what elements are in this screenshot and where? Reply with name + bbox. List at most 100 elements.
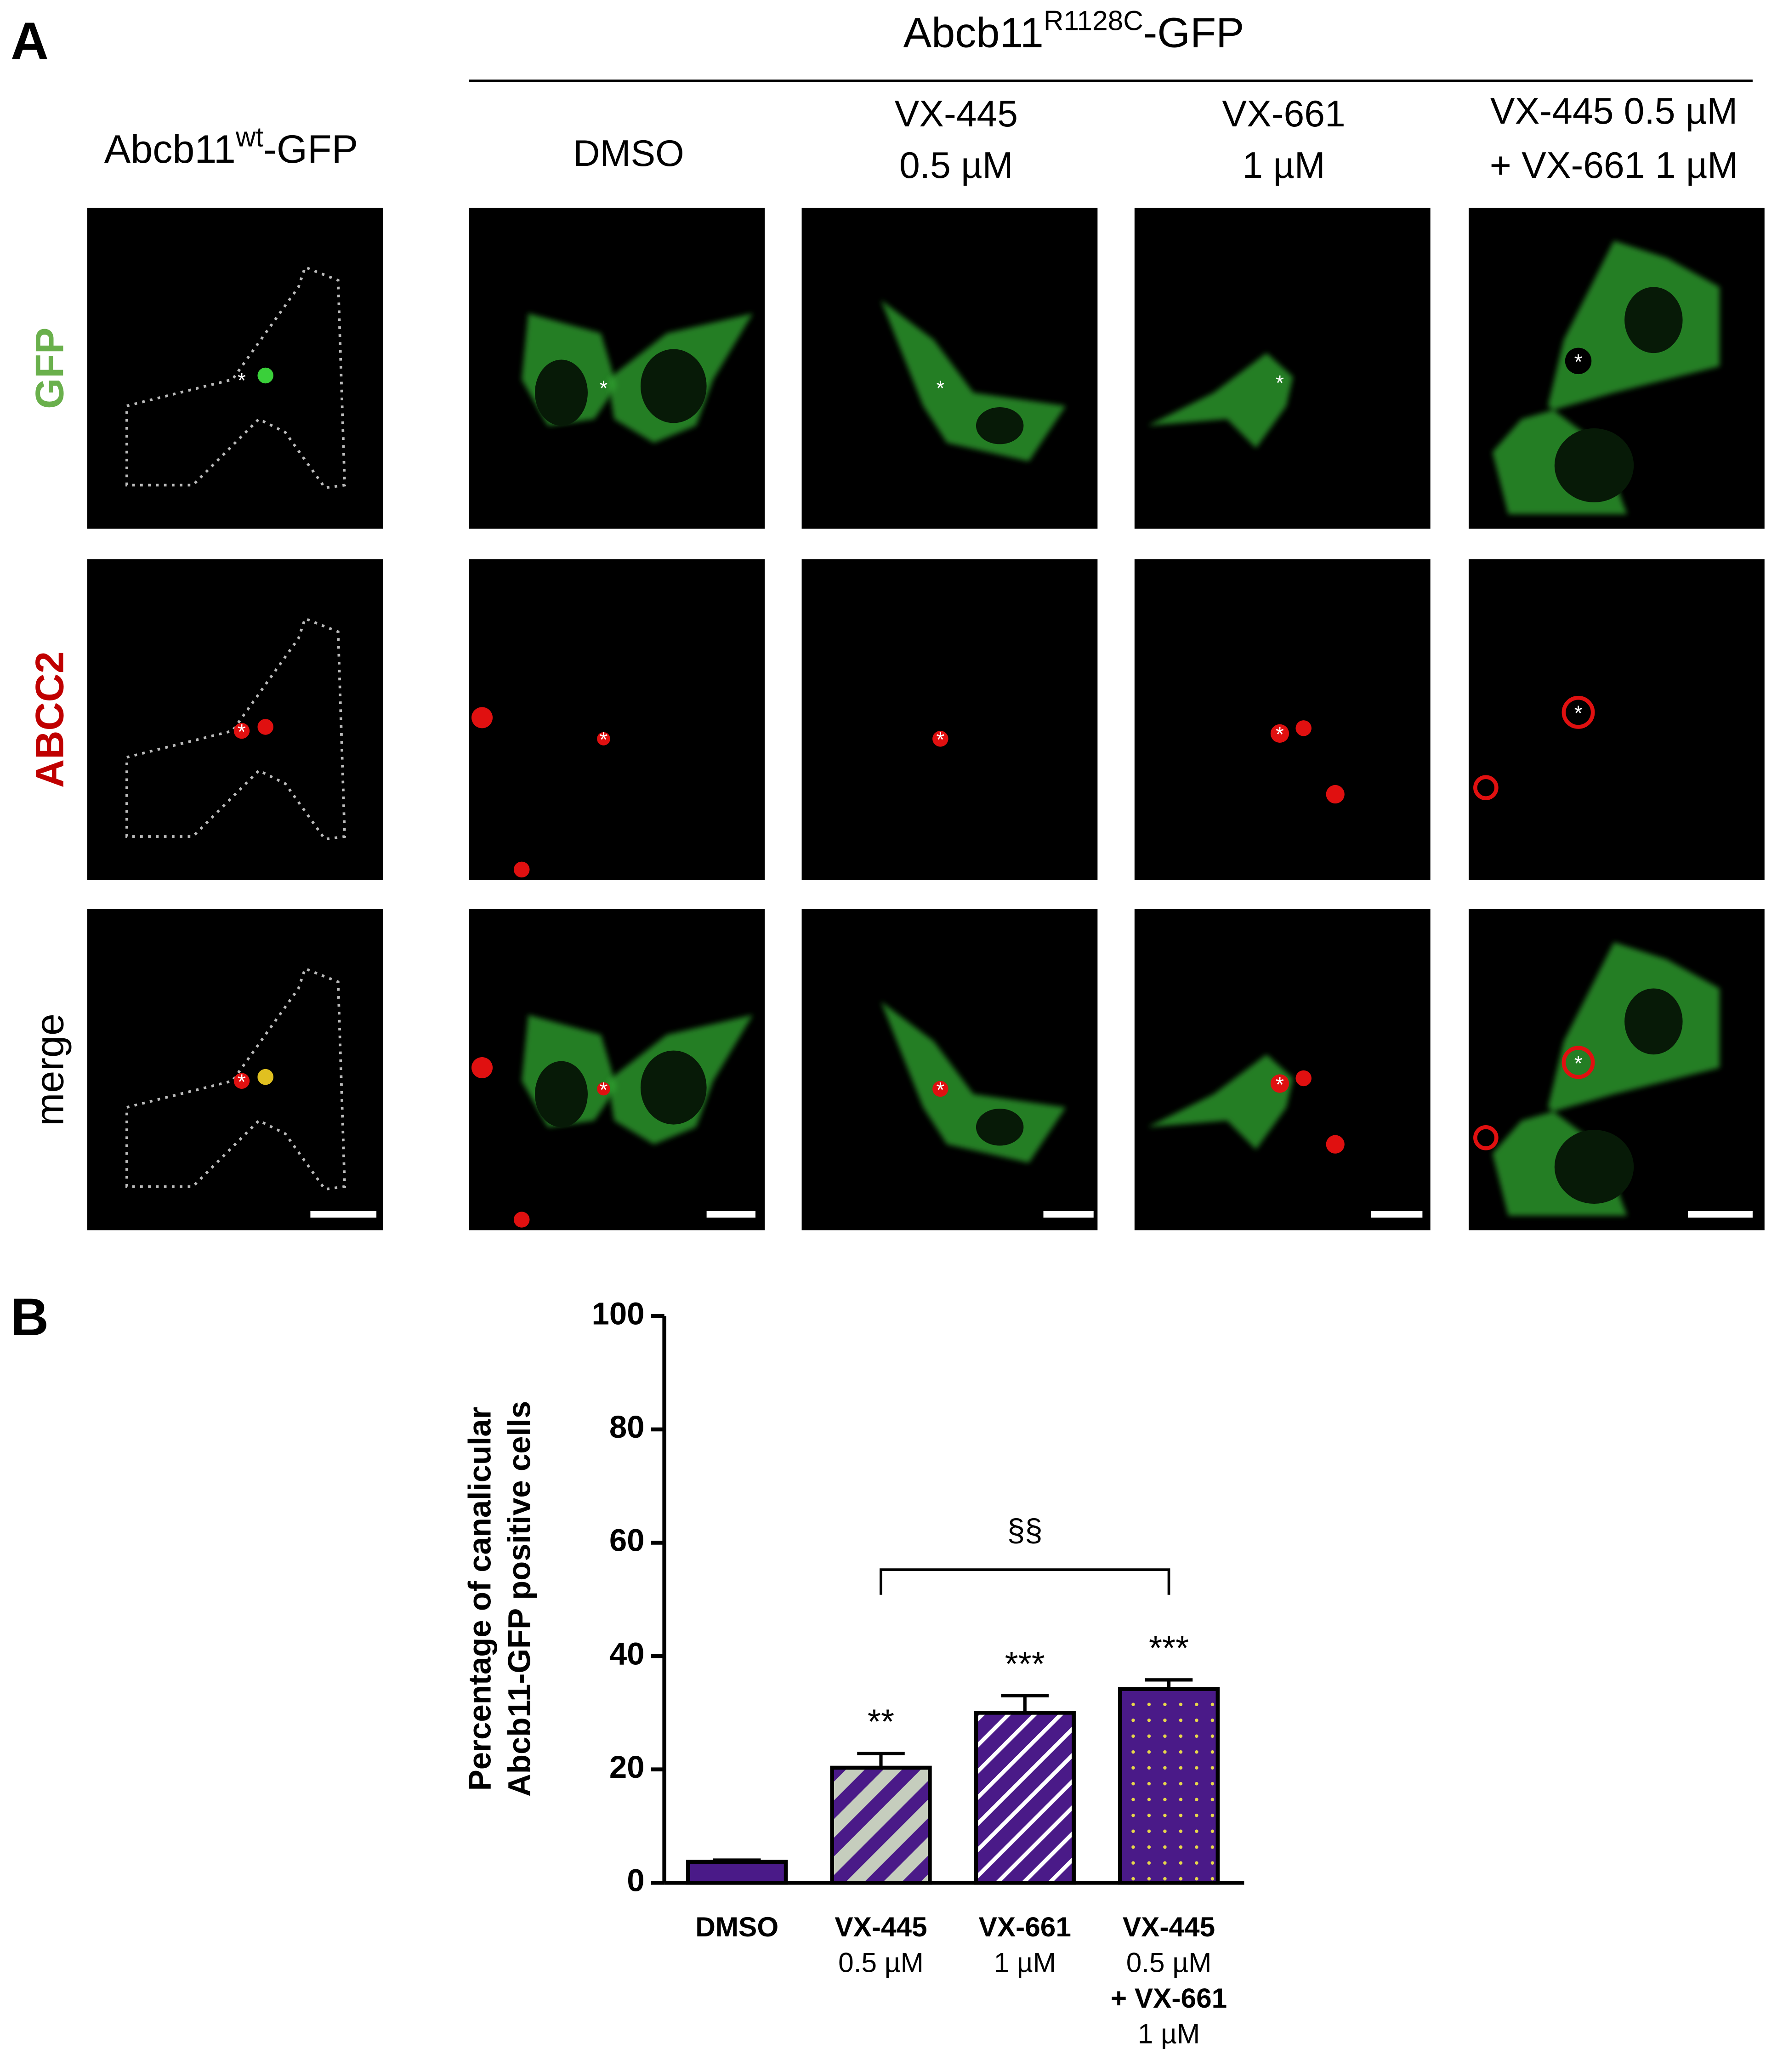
image-bg (87, 559, 383, 880)
asterisk: * (238, 1070, 246, 1094)
title-part: -GFP (263, 127, 358, 171)
significance: *** (1005, 1645, 1045, 1683)
x-tick-label: VX-445 (835, 1911, 927, 1942)
micrograph: * (469, 909, 765, 1230)
cell-outline (125, 967, 346, 1191)
abcc2-dot (597, 1082, 610, 1096)
image-bg (87, 909, 383, 1230)
abcc2-dot (514, 861, 530, 878)
abcc2-dot (257, 719, 273, 735)
panel-label: B (11, 1288, 49, 1347)
column-header: 1 µM (1242, 145, 1325, 186)
abcc2-dot (932, 1081, 948, 1097)
nucleus (1554, 1130, 1634, 1204)
asterisk: * (936, 728, 944, 751)
abcc2-dot (233, 723, 250, 739)
bracket (880, 1568, 1170, 1595)
row-label: GFP (28, 328, 72, 409)
micrograph: * (801, 909, 1098, 1230)
y-tick-label: 0 (627, 1863, 644, 1898)
column-header: DMSO (573, 133, 684, 174)
asterisk: * (936, 1078, 944, 1102)
micrograph: * (469, 559, 765, 880)
title-sup: wt (235, 121, 264, 152)
title-part: Abcb11 (104, 127, 236, 171)
y-axis-label: Abcb11-GFP positive cells (501, 1401, 537, 1797)
title-part: -GFP (1143, 10, 1244, 57)
asterisk: * (1276, 371, 1284, 395)
column-header: 0.5 µM (899, 145, 1013, 186)
abcc2-dot (1295, 1070, 1312, 1087)
abcc2-dot (233, 1073, 250, 1089)
y-tick-label: 60 (609, 1523, 645, 1558)
abcc2-dot (932, 731, 948, 747)
micrograph: * (87, 207, 383, 529)
row-label: ABCC2 (28, 651, 72, 788)
column-header: + VX-661 1 µM (1490, 145, 1738, 186)
title-part: Abcb11 (903, 10, 1044, 57)
asterisk: * (936, 376, 944, 400)
significance: *** (1149, 1628, 1189, 1667)
x-tick-label: 0.5 µM (838, 1947, 924, 1978)
y-tick-label: 20 (609, 1749, 645, 1785)
x-tick-label: + VX-661 (1111, 1982, 1227, 2014)
nucleus (1624, 287, 1683, 353)
x-tick-label: 0.5 µM (1126, 1947, 1212, 1978)
nucleus (640, 1050, 707, 1125)
row-label: merge (28, 1013, 72, 1126)
abcc2-dot (1295, 720, 1312, 736)
y-tick-label: 80 (609, 1409, 645, 1445)
abcc2-dot (514, 1212, 530, 1228)
micrograph: * (1468, 207, 1765, 529)
micrograph: * (801, 207, 1098, 529)
micrograph: * (1134, 207, 1431, 529)
x-tick-label: VX-445 (1123, 1911, 1215, 1942)
asterisk: * (1276, 1072, 1284, 1096)
abcc2-dot (1270, 1074, 1289, 1093)
bar (1118, 1687, 1220, 1885)
abcc2-ring (1562, 1046, 1595, 1079)
gfp-cell (1147, 353, 1293, 449)
cell-outline (125, 616, 346, 841)
asterisk: * (600, 376, 608, 400)
y-axis-label: Percentage of canalicular (462, 1407, 497, 1791)
image-bg (801, 559, 1098, 880)
y-tick-label: 40 (609, 1636, 645, 1671)
nucleus (1624, 988, 1683, 1055)
nucleus (976, 407, 1024, 444)
image-bg (1468, 559, 1765, 880)
y-tick-label: 100 (591, 1296, 644, 1332)
x-tick-label: VX-661 (979, 1911, 1071, 1942)
abcc2-ring (1562, 695, 1595, 729)
abcc2-dot (1326, 1135, 1345, 1154)
abcc2-dot (257, 1069, 273, 1085)
abcc2-dot (1270, 724, 1289, 743)
x-tick-label: 1 µM (994, 1947, 1056, 1978)
bar (830, 1765, 932, 1885)
abcc2-ring (1473, 1125, 1499, 1150)
panel-label: A (11, 12, 49, 71)
asterisk: * (600, 728, 608, 751)
cell-outline (125, 265, 346, 490)
bracket-label: §§ (1007, 1513, 1043, 1548)
image-bg (1134, 559, 1431, 880)
title-sup: R1128C (1044, 5, 1143, 36)
significance: ** (868, 1702, 894, 1741)
bar (686, 1860, 788, 1885)
column-header: VX-661 (1222, 93, 1345, 135)
x-tick-label: 1 µM (1138, 2018, 1200, 2049)
group-title: Abcb11R1128C-GFP (903, 5, 1244, 57)
micrograph: * (801, 559, 1098, 880)
micrograph: * (469, 207, 765, 529)
asterisk: * (600, 1078, 608, 1102)
gfp-dot (257, 367, 273, 384)
column-header: VX-445 (895, 93, 1018, 135)
asterisk: * (1574, 1051, 1583, 1075)
nucleus (1554, 428, 1634, 502)
abcc2-dot (471, 1057, 493, 1078)
canaliculus (1565, 347, 1592, 375)
image-bg (469, 207, 765, 529)
nucleus (640, 349, 707, 423)
